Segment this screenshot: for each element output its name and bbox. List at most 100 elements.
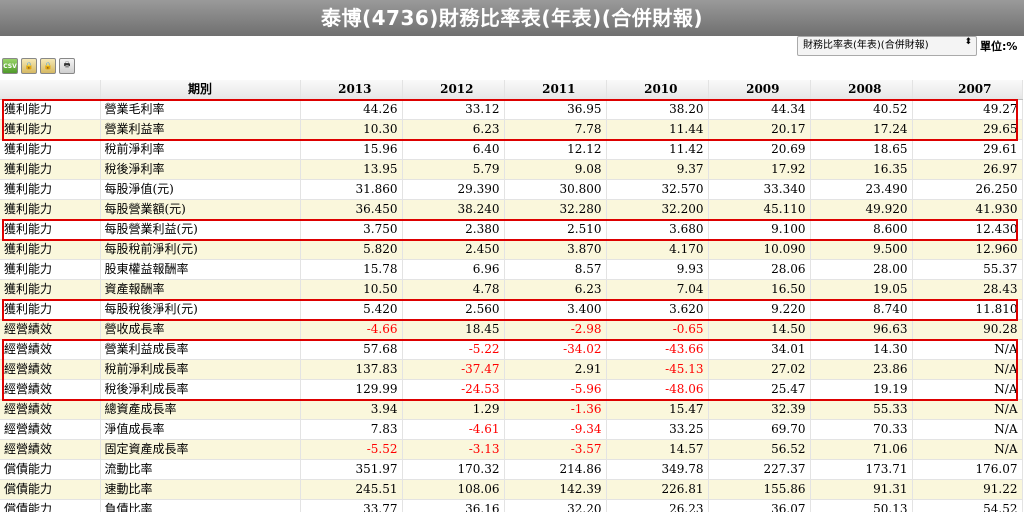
cell-value: 32.570 [606,179,709,200]
cell-value: 36.95 [504,99,607,120]
cell-value: 33.12 [402,99,505,120]
row-category: 獲利能力 [0,219,101,240]
cell-value: 38.240 [402,199,505,220]
row-item-name: 資產報酬率 [100,279,301,300]
print-icon[interactable]: 🖶 [59,58,75,74]
table-row: 獲利能力 每股稅前淨利(元) 5.820 2.450 3.870 4.170 10.090 9… [0,239,1023,260]
table-row: 經營績效 固定資產成長率 -5.52 -3.13 -3.57 14.57 56.52 71.0… [0,439,1023,460]
cell-value: 9.93 [606,259,709,280]
cell-value: 170.32 [402,459,505,480]
cell-value: 3.870 [504,239,607,260]
cell-value: 16.35 [810,159,913,180]
row-item-name: 速動比率 [100,479,301,500]
cell-value: 9.220 [708,299,811,320]
cell-value: 2.380 [402,219,505,240]
cell-value: 32.280 [504,199,607,220]
row-item-name: 營業利益率 [100,119,301,140]
cell-value: 15.96 [300,139,403,160]
cell-value: 227.37 [708,459,811,480]
cell-value: -5.22 [402,339,505,360]
table-row: 獲利能力 每股淨值(元) 31.860 29.390 30.800 32.570 33.34… [0,179,1023,200]
header-year: 2012 [402,80,505,100]
cell-value: -37.47 [402,359,505,380]
lock-icon[interactable]: 🔒 [21,58,37,74]
cell-value: -3.57 [504,439,607,460]
cell-value: 20.69 [708,139,811,160]
cell-value: 351.97 [300,459,403,480]
cell-value: 12.960 [912,239,1023,260]
cell-value: 12.430 [912,219,1023,240]
row-category: 獲利能力 [0,99,101,120]
row-category: 獲利能力 [0,299,101,320]
cell-value: 28.00 [810,259,913,280]
table-row: 償債能力 流動比率 351.97 170.32 214.86 349.78 227.37 17… [0,459,1023,480]
financial-ratio-table: 期別 2013 2012 2011 2010 2009 2008 2007 獲利… [0,80,1023,512]
cell-value: -24.53 [402,379,505,400]
row-item-name: 總資產成長率 [100,399,301,420]
row-category: 償債能力 [0,479,101,500]
cell-value: -48.06 [606,379,709,400]
cell-value: 15.47 [606,399,709,420]
table-row: 償債能力 負債比率 33.77 36.16 32.20 26.23 36.07 50.13 54… [0,499,1023,512]
row-category: 償債能力 [0,499,101,512]
cell-value: 349.78 [606,459,709,480]
cell-value: 176.07 [912,459,1023,480]
cell-value: -43.66 [606,339,709,360]
cell-value: 9.08 [504,159,607,180]
cell-value: 26.23 [606,499,709,512]
header-year: 2011 [504,80,607,100]
cell-value: 6.40 [402,139,505,160]
cell-value: 44.26 [300,99,403,120]
row-category: 獲利能力 [0,259,101,280]
cell-value: 142.39 [504,479,607,500]
row-category: 獲利能力 [0,159,101,180]
cell-value: 5.420 [300,299,403,320]
cell-value: 26.250 [912,179,1023,200]
cell-value: -5.52 [300,439,403,460]
cell-value: 11.44 [606,119,709,140]
cell-value: 32.20 [504,499,607,512]
row-item-name: 每股營業利益(元) [100,219,301,240]
row-category: 償債能力 [0,459,101,480]
cell-value: 9.100 [708,219,811,240]
row-category: 獲利能力 [0,179,101,200]
cell-value: 3.94 [300,399,403,420]
row-item-name: 營收成長率 [100,319,301,340]
cell-value: 28.06 [708,259,811,280]
cell-value: 2.450 [402,239,505,260]
row-category: 獲利能力 [0,239,101,260]
row-item-name: 營業毛利率 [100,99,301,120]
cell-value: 5.820 [300,239,403,260]
header-year: 2010 [606,80,709,100]
cell-value: 54.52 [912,499,1023,512]
cell-value: 25.47 [708,379,811,400]
lock-icon-2[interactable]: 🔒 [40,58,56,74]
cell-value: 10.50 [300,279,403,300]
row-item-name: 每股淨值(元) [100,179,301,200]
cell-value: 19.19 [810,379,913,400]
table-row: 經營績效 稅前淨利成長率 137.83 -37.47 2.91 -45.13 27.02 23… [0,359,1023,380]
row-item-name: 稅前淨利成長率 [100,359,301,380]
cell-value: 6.23 [402,119,505,140]
header-blank [0,80,101,100]
page-title: 泰博(4736)財務比率表(年表)(合併財報) [0,0,1024,36]
csv-export-icon[interactable]: CSV [2,58,18,74]
cell-value: 36.16 [402,499,505,512]
report-type-select[interactable]: 財務比率表(年表)(合併財報) ⬍ [797,36,977,56]
table-row: 獲利能力 稅前淨利率 15.96 6.40 12.12 11.42 20.69 18.65 29… [0,139,1023,160]
cell-value: 49.27 [912,99,1023,120]
cell-value: 2.560 [402,299,505,320]
cell-value: 49.920 [810,199,913,220]
table-row: 獲利能力 每股營業利益(元) 3.750 2.380 2.510 3.680 9.100 8.… [0,219,1023,240]
cell-value: 3.400 [504,299,607,320]
cell-value: 8.57 [504,259,607,280]
table-row: 經營績效 營收成長率 -4.66 18.45 -2.98 -0.65 14.50 96.63 9… [0,319,1023,340]
cell-value: N/A [912,379,1023,400]
cell-value: -5.96 [504,379,607,400]
table-row: 獲利能力 股東權益報酬率 15.78 6.96 8.57 9.93 28.06 28.00 55… [0,259,1023,280]
cell-value: 2.510 [504,219,607,240]
cell-value: -1.36 [504,399,607,420]
cell-value: 18.45 [402,319,505,340]
table-row: 獲利能力 每股稅後淨利(元) 5.420 2.560 3.400 3.620 9.220 8.… [0,299,1023,320]
cell-value: 245.51 [300,479,403,500]
